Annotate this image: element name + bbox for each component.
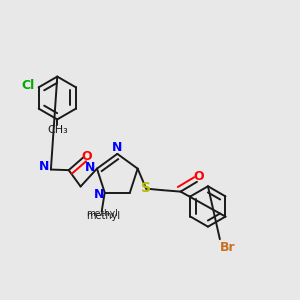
- Text: O: O: [194, 170, 204, 183]
- Text: S: S: [141, 181, 151, 195]
- Text: Cl: Cl: [21, 79, 35, 92]
- Text: N: N: [94, 188, 105, 201]
- Text: Br: Br: [220, 241, 235, 254]
- Text: N: N: [39, 160, 49, 173]
- Text: O: O: [82, 150, 92, 163]
- Text: CH₃: CH₃: [47, 125, 68, 135]
- Text: methyl: methyl: [86, 209, 118, 218]
- Text: methyl: methyl: [86, 212, 120, 221]
- Text: N: N: [112, 141, 122, 154]
- Text: N: N: [85, 161, 96, 174]
